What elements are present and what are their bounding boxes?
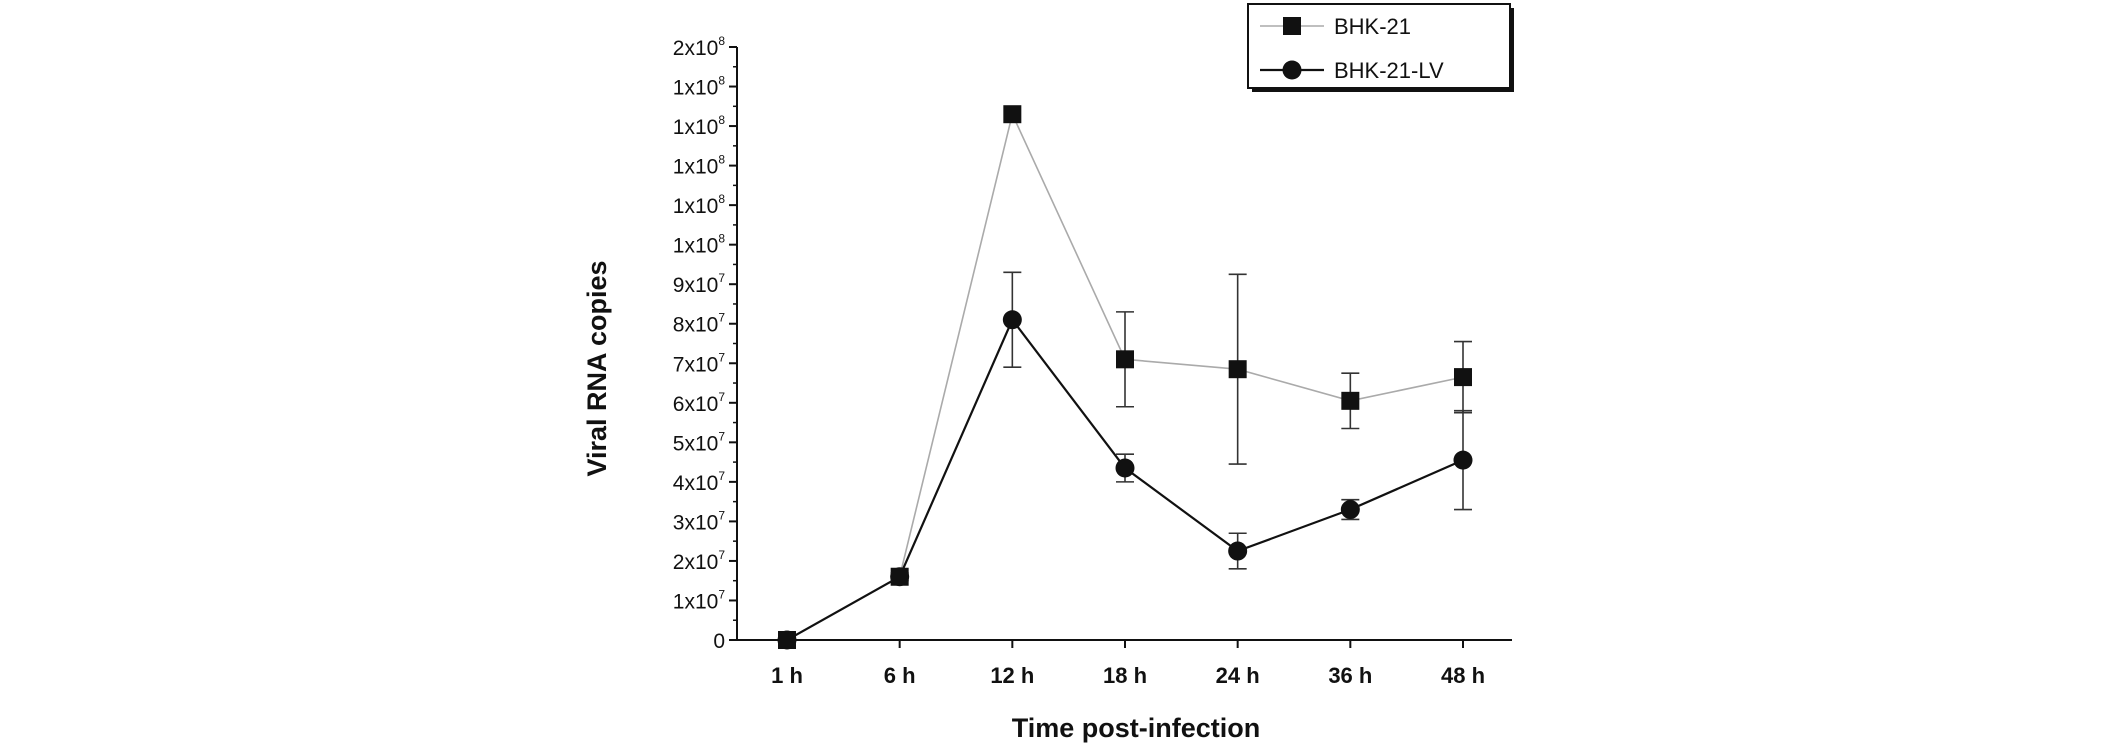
x-tick-label: 36 h: [1328, 663, 1372, 688]
y-tick-label: 1x108: [673, 232, 726, 258]
legend-label: BHK-21-LV: [1334, 58, 1444, 83]
x-tick-label: 6 h: [884, 663, 916, 688]
legend-marker: [1283, 17, 1301, 35]
x-ticks: 1 h 6 h 12 h 18 h 24 h 36 h 48 h: [771, 640, 1485, 688]
series-2: [777, 271, 1473, 650]
legend-marker: [1282, 60, 1302, 80]
y-axis-title: Viral RNA copies: [582, 260, 612, 476]
data-point: [1340, 500, 1360, 520]
series-1: [778, 105, 1472, 649]
y-tick-label: 1x108: [673, 74, 726, 100]
y-tick-label: 5x107: [673, 429, 726, 455]
y-tick-label: 1x108: [673, 113, 726, 139]
x-tick-label: 1 h: [771, 663, 803, 688]
x-tick-label: 12 h: [990, 663, 1034, 688]
y-tick-label: 6x107: [673, 390, 726, 416]
data-point: [1453, 450, 1473, 470]
legend-label: BHK-21: [1334, 14, 1411, 39]
series-layer: [777, 105, 1473, 650]
y-ticks: 0 1x107 2x107 3x107 4x107 5x107 6x107 7x107 8x10…: [673, 34, 737, 653]
data-point: [1116, 350, 1134, 369]
y-tick-label: 2x108: [673, 34, 726, 60]
y-tick-label: 1x108: [673, 153, 726, 179]
x-tick-label: 24 h: [1216, 663, 1260, 688]
data-point: [1002, 310, 1022, 330]
data-point: [890, 567, 910, 587]
y-tick-label: 9x107: [673, 271, 726, 297]
y-tick-label: 3x107: [673, 508, 726, 534]
x-tick-label: 18 h: [1103, 663, 1147, 688]
data-point: [1115, 458, 1135, 478]
data-point: [777, 630, 797, 650]
data-point: [1228, 360, 1247, 379]
data-point: [1454, 368, 1472, 387]
x-axis-title: Time post-infection: [1012, 713, 1261, 743]
y-tick-label: 1x107: [673, 587, 726, 613]
y-tick-label: 0: [713, 630, 725, 653]
legend: BHK-21 BHK-21-LV: [1247, 3, 1514, 92]
data-point: [1341, 391, 1360, 410]
y-tick-label: 7x107: [673, 350, 726, 376]
y-tick-label: 4x107: [673, 469, 726, 495]
x-tick-label: 48 h: [1441, 663, 1485, 688]
y-tick-label: 1x108: [673, 192, 726, 218]
y-tick-label: 2x107: [673, 548, 726, 574]
data-point: [1003, 105, 1022, 124]
data-point: [1228, 541, 1248, 561]
y-tick-label: 8x107: [673, 311, 726, 337]
